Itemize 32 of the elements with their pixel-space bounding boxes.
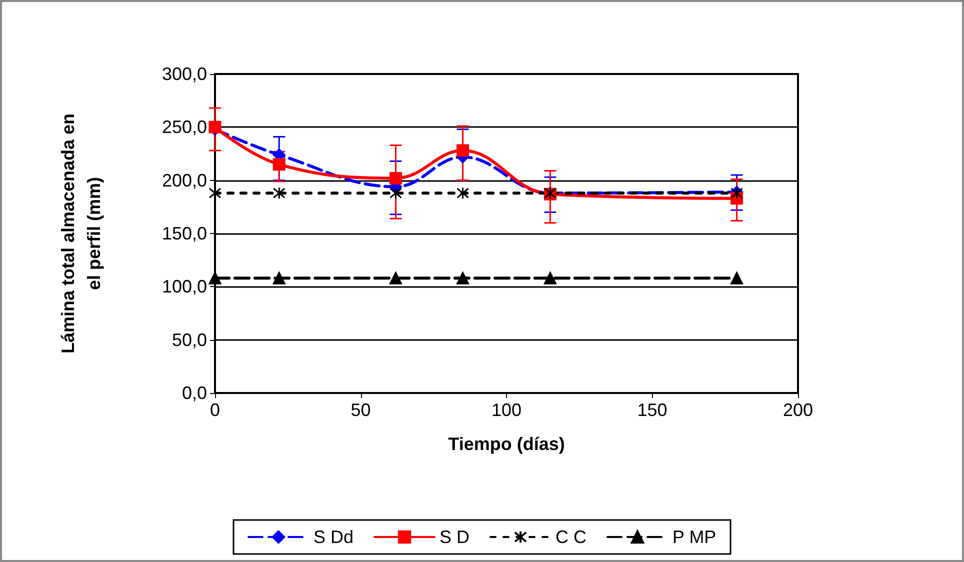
y-tick-label: 200,0 — [162, 170, 207, 190]
point — [389, 172, 402, 184]
legend-label: S D — [440, 527, 470, 547]
x-tick-label: 200 — [782, 400, 814, 420]
y-tick-label: 150,0 — [162, 224, 207, 244]
point — [389, 272, 402, 284]
y-tick-label: 50,0 — [172, 330, 207, 350]
point — [456, 144, 470, 157]
point — [272, 186, 286, 200]
x-tick-label: 0 — [210, 400, 220, 420]
x-tick-label: 50 — [350, 400, 371, 420]
point — [456, 272, 470, 284]
y-axis-title: Lámina total almacenada en el perfil (mm) — [58, 113, 104, 354]
x-tick-label: 150 — [637, 400, 668, 420]
legend-label: S Dd — [313, 527, 354, 547]
legend-label: P MP — [672, 527, 716, 547]
point — [544, 272, 556, 284]
point — [730, 272, 744, 284]
x-tick-label: 100 — [491, 400, 522, 420]
y-tick-label: 0,0 — [182, 383, 207, 403]
point — [208, 186, 222, 200]
y-tick-label: 100,0 — [162, 276, 207, 297]
point — [272, 158, 286, 171]
legend-label: C C — [556, 527, 587, 547]
point — [208, 120, 222, 134]
x-axis-title: Tiempo (días) — [448, 434, 565, 454]
y-tick-label: 250,0 — [162, 117, 207, 138]
point — [456, 186, 470, 200]
point — [208, 272, 222, 284]
point — [272, 272, 286, 284]
point — [389, 186, 402, 200]
y-tick-label: 300,0 — [162, 64, 207, 84]
